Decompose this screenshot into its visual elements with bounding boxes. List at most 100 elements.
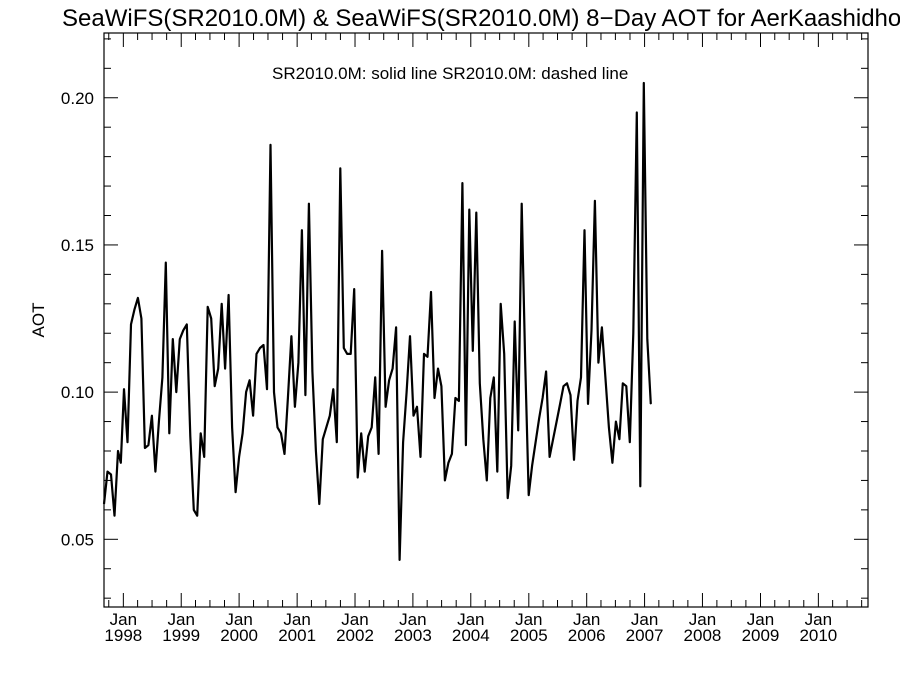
x-tick-month-label: Jan <box>573 610 600 629</box>
data-point <box>521 203 523 205</box>
data-point <box>430 291 432 293</box>
data-point <box>465 444 467 446</box>
data-point <box>140 317 143 320</box>
x-tick-month-label: Jan <box>515 610 542 629</box>
data-point <box>172 338 174 340</box>
data-point <box>639 485 641 487</box>
x-tick-month-label: Jan <box>341 610 368 629</box>
data-point <box>426 356 429 358</box>
data-point <box>120 462 122 464</box>
x-tick-year-label: 2003 <box>394 626 432 645</box>
data-point <box>301 229 303 231</box>
data-point <box>273 391 275 393</box>
data-point <box>416 406 418 408</box>
data-point <box>548 456 551 458</box>
data-point <box>280 432 282 434</box>
data-point <box>262 344 265 346</box>
data-point <box>392 367 394 370</box>
data-point <box>371 426 373 429</box>
line-style-annotation: SR2010.0M: solid line SR2010.0M: dashed … <box>272 64 628 83</box>
y-tick-label: 0.20 <box>61 89 94 108</box>
x-tick-month-label: Jan <box>747 610 774 629</box>
data-point <box>629 441 631 443</box>
series-line-sr2010-0m <box>102 81 652 562</box>
data-point <box>126 441 129 443</box>
data-point <box>318 503 320 505</box>
data-point <box>168 432 170 434</box>
data-point <box>252 415 254 417</box>
data-point <box>308 203 310 205</box>
data-point <box>590 329 593 331</box>
data-point <box>559 403 561 405</box>
data-point <box>311 370 313 373</box>
data-point <box>217 367 219 370</box>
data-point <box>594 200 596 202</box>
data-point <box>123 388 125 390</box>
data-point <box>259 347 261 349</box>
data-point <box>210 317 212 320</box>
data-point <box>322 438 324 440</box>
data-point <box>454 397 456 399</box>
data-point <box>437 367 439 370</box>
data-point <box>500 303 502 305</box>
data-point <box>200 432 202 434</box>
data-point <box>566 382 568 384</box>
data-point <box>650 403 652 405</box>
data-point <box>147 444 150 446</box>
data-point <box>266 388 268 390</box>
data-point <box>562 385 565 387</box>
data-point <box>336 441 338 443</box>
data-point <box>339 167 341 170</box>
data-point <box>423 353 425 355</box>
data-point <box>357 476 359 479</box>
data-point <box>514 320 516 323</box>
data-point <box>113 515 116 517</box>
data-point <box>224 367 226 370</box>
data-point <box>493 376 495 378</box>
y-tick-label: 0.05 <box>61 530 94 549</box>
y-axis-label: AOT <box>29 303 48 338</box>
data-point <box>507 497 509 499</box>
data-point <box>510 465 512 467</box>
data-point <box>395 326 397 328</box>
data-point <box>528 494 530 496</box>
data-point <box>186 323 188 326</box>
data-point <box>374 376 376 378</box>
x-tick-month-label: Jan <box>110 610 137 629</box>
data-point <box>137 297 139 299</box>
data-point <box>615 420 617 423</box>
data-point <box>489 397 491 399</box>
data-point <box>364 470 366 473</box>
x-tick-year-label: 2005 <box>510 626 548 645</box>
data-point <box>618 438 620 440</box>
data-point <box>255 353 258 355</box>
x-tick-month-label: Jan <box>225 610 252 629</box>
data-point <box>451 453 453 455</box>
x-tick-year-label: 2000 <box>220 626 258 645</box>
y-tick-label: 0.10 <box>61 383 94 402</box>
data-point <box>207 306 209 308</box>
data-point <box>276 426 279 429</box>
data-point <box>182 329 184 331</box>
data-point <box>461 182 463 184</box>
data-point <box>325 426 327 429</box>
data-point <box>238 456 240 458</box>
data-point <box>517 429 519 431</box>
data-point <box>353 288 355 290</box>
data-point <box>269 144 272 146</box>
data-point <box>343 347 345 349</box>
data-point <box>576 400 579 402</box>
data-point <box>381 250 383 252</box>
x-tick-year-label: 1998 <box>104 626 142 645</box>
data-point <box>175 391 177 393</box>
data-point <box>583 229 586 231</box>
data-point <box>475 211 477 214</box>
data-point <box>189 435 191 437</box>
data-point <box>228 294 230 296</box>
data-point <box>297 362 300 364</box>
data-point <box>531 465 533 467</box>
data-point <box>245 391 247 393</box>
data-point <box>468 209 470 211</box>
x-tick-year-label: 2007 <box>626 626 664 645</box>
